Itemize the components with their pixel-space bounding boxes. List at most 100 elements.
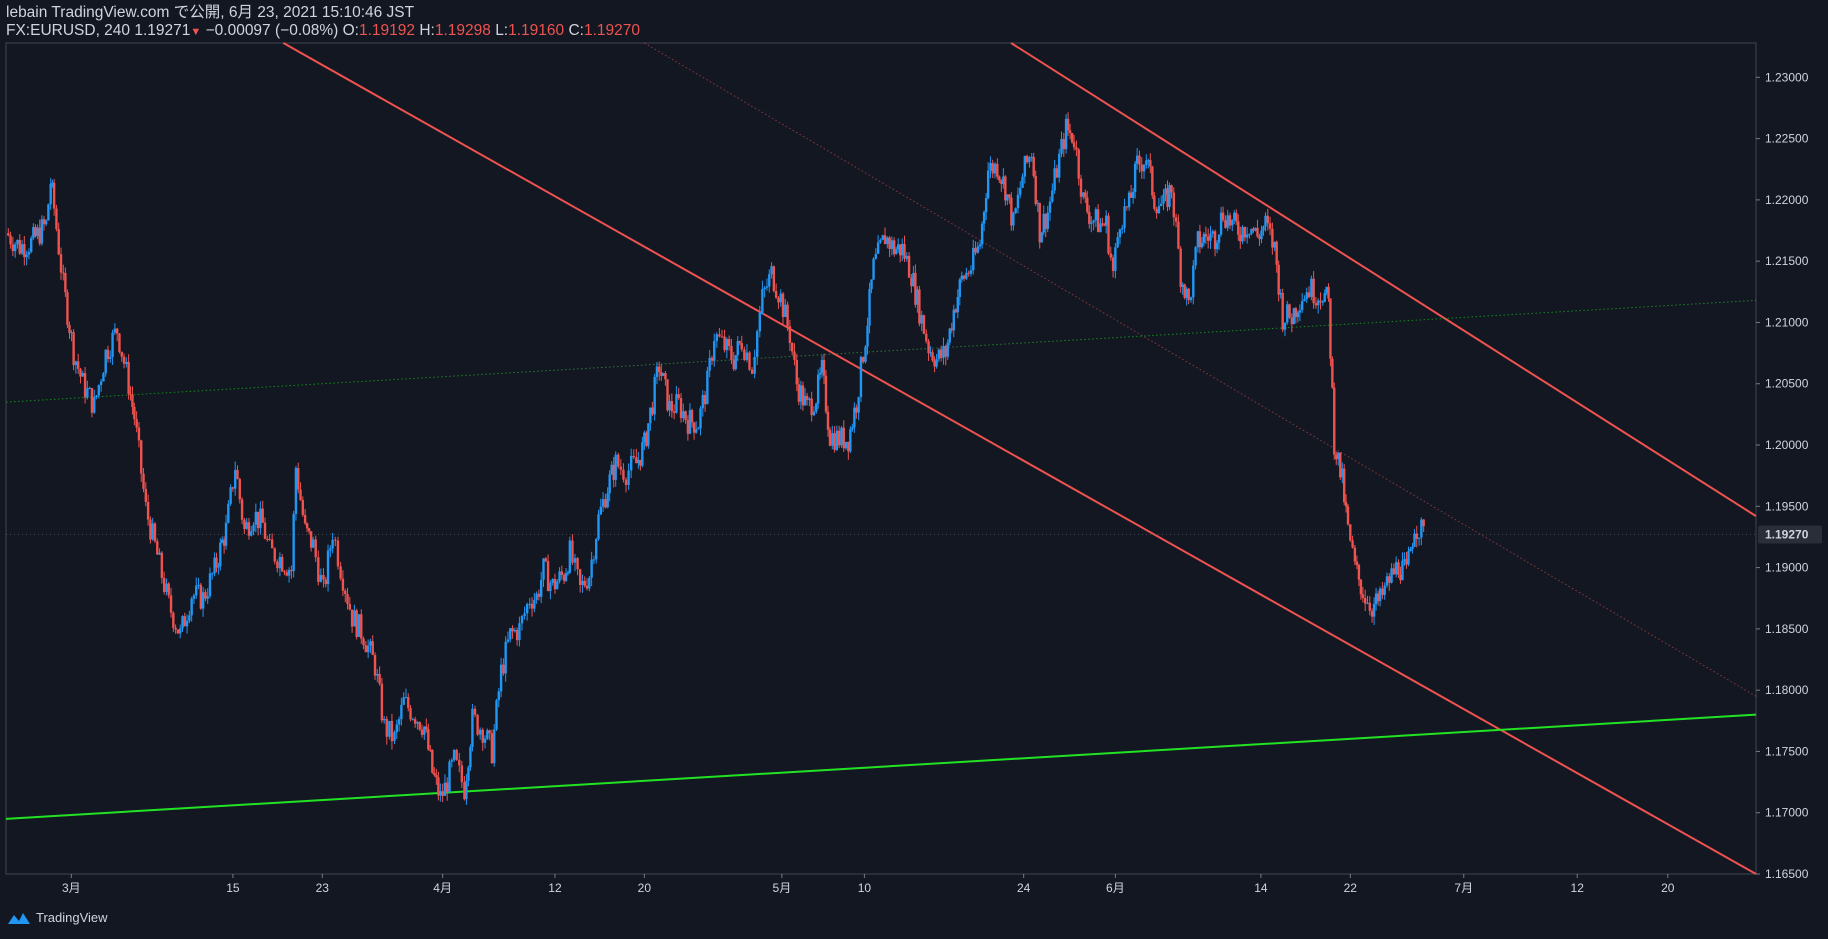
price-tick-label: 1.21500	[1765, 254, 1809, 268]
candle-up	[1341, 468, 1344, 478]
candle-down	[1294, 308, 1298, 318]
candle-down	[1397, 562, 1400, 575]
candle-down	[285, 572, 288, 576]
candle-down	[413, 719, 417, 724]
candle-down	[530, 603, 534, 609]
candle-up	[1217, 234, 1221, 243]
candle-up	[868, 289, 871, 326]
candle-down	[62, 272, 65, 274]
candle-up	[708, 357, 711, 371]
candle-up	[1310, 278, 1313, 297]
candle-up	[1211, 231, 1214, 234]
support-parallel-line[interactable]	[5, 299, 1757, 403]
candle-up	[1420, 519, 1423, 538]
candle-down	[231, 487, 235, 489]
candle-down	[624, 479, 628, 485]
candle-up	[1036, 202, 1039, 204]
candle-down	[1290, 317, 1294, 325]
candle-down	[1357, 564, 1361, 580]
candle-up	[627, 470, 630, 485]
candle-up	[1082, 192, 1085, 197]
candle-down	[1096, 209, 1100, 233]
candle-up	[1162, 194, 1165, 204]
channel-mid-line[interactable]	[644, 42, 1757, 697]
candle-down	[855, 407, 858, 413]
candle-down	[892, 240, 896, 255]
candle-down	[473, 708, 477, 715]
price-axis[interactable]: 1.23000 1.22500 1.22000 1.21500 1.21000 1.205…	[1756, 70, 1822, 881]
candle-up	[597, 514, 600, 540]
channel-lower-line[interactable]	[282, 42, 1757, 875]
candle-up	[1121, 227, 1124, 230]
candle-down	[1084, 192, 1087, 198]
candle-down	[455, 749, 458, 760]
candle-up	[1168, 185, 1171, 207]
time-tick-label: 20	[1661, 881, 1675, 895]
candle-up	[1279, 293, 1282, 295]
candle-down	[837, 430, 841, 446]
candle-down	[546, 561, 550, 592]
candle-up	[539, 579, 543, 597]
candle-down	[833, 433, 836, 450]
candle-up	[81, 373, 84, 377]
candle-up	[853, 407, 856, 428]
brand-label: TradingView	[36, 910, 108, 925]
candle-up	[976, 246, 980, 253]
candle-up	[761, 289, 764, 313]
candle-up	[227, 503, 230, 523]
candle-up	[1231, 219, 1234, 226]
support-line[interactable]	[5, 713, 1757, 820]
candle-up	[311, 539, 315, 548]
candle-up	[1394, 562, 1398, 575]
candle-up	[701, 394, 704, 409]
candle-down	[303, 514, 307, 524]
candle-down	[297, 468, 300, 490]
candle-down	[612, 464, 615, 480]
candle-up	[1060, 139, 1063, 154]
candle-down	[679, 398, 683, 419]
candle-up	[221, 539, 224, 543]
candle-up	[1264, 215, 1267, 227]
candle-down	[1327, 286, 1330, 299]
candle-up	[1118, 229, 1122, 238]
trendlines[interactable]	[5, 42, 1757, 875]
candle-up	[329, 548, 332, 551]
candle-up	[1366, 602, 1369, 604]
time-axis[interactable]: 3月 15 23 4月 12 20 5月 10 24 6月 14 22 7月 12 20	[62, 874, 1675, 895]
candle-up	[1094, 209, 1098, 221]
candle-up	[1417, 537, 1421, 539]
candle-down	[390, 720, 394, 742]
candle-up	[581, 580, 584, 585]
candle-down	[933, 360, 936, 367]
candle-down	[1155, 208, 1158, 214]
candle-up	[770, 266, 773, 275]
candle-down	[996, 163, 999, 177]
candle-up	[369, 641, 372, 646]
candle-down	[1422, 519, 1425, 527]
symbol-interval[interactable]: FX:EURUSD, 240	[6, 22, 131, 39]
candle-down	[502, 664, 505, 674]
candle-down	[153, 523, 157, 542]
candle-up	[1317, 300, 1320, 306]
candle-up	[568, 540, 572, 573]
candle-down	[301, 500, 305, 515]
candle-up	[870, 279, 873, 290]
candle-up	[30, 238, 33, 252]
candle-up	[1233, 212, 1236, 220]
candle-down	[790, 343, 794, 352]
candle-down	[52, 182, 56, 209]
candle-up	[1325, 286, 1328, 294]
channel-upper-line[interactable]	[1010, 42, 1757, 517]
candle-down	[672, 411, 676, 413]
candle-up	[1192, 265, 1195, 298]
candle-down	[677, 394, 680, 399]
candle-up	[881, 235, 884, 240]
candle-up	[331, 539, 334, 549]
candle-up	[965, 272, 968, 279]
candle-down	[797, 384, 801, 402]
candle-up	[734, 355, 737, 370]
candle-down	[822, 360, 826, 376]
candle-up	[1254, 227, 1257, 231]
candle-down	[431, 749, 434, 773]
